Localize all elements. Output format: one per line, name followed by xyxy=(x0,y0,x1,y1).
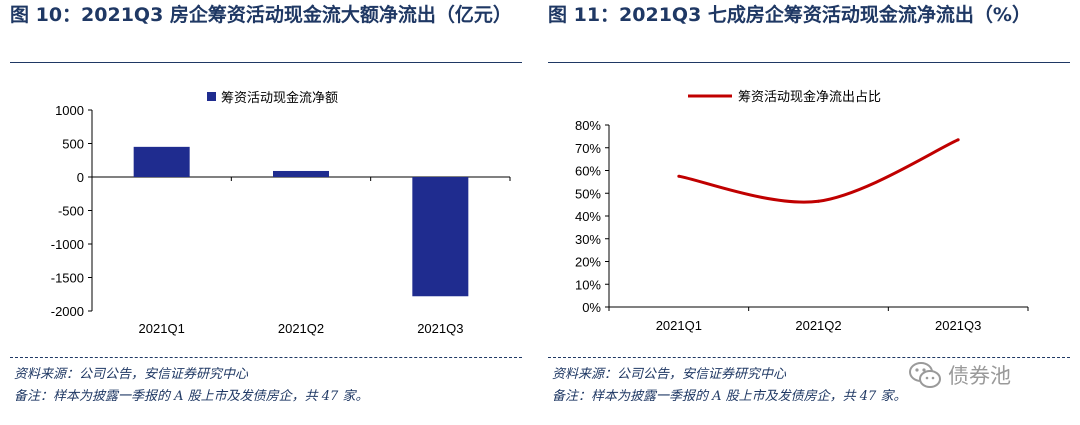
y-tick-label: 70% xyxy=(575,141,601,156)
wechat-icon xyxy=(909,362,941,388)
y-tick-label: -500 xyxy=(58,204,84,219)
figure-10-panel: 图 10：2021Q3 房企筹资活动现金流大额净流出（亿元） 筹资活动现金流净额… xyxy=(10,0,522,425)
legend-label: 筹资活动现金流净额 xyxy=(221,90,338,105)
y-tick-label: 40% xyxy=(575,209,601,224)
bar-2021Q3 xyxy=(412,177,469,297)
legend-label: 筹资活动现金净流出占比 xyxy=(738,89,881,104)
series-line xyxy=(678,138,959,204)
x-tick-label: 2021Q1 xyxy=(656,318,702,333)
x-tick-label: 2021Q2 xyxy=(795,318,841,333)
x-tick-label: 2021Q1 xyxy=(139,321,185,336)
figure-11-remark: 备注：样本为披露一季报的 A 股上市及发债房企，共 47 家。 xyxy=(552,389,907,404)
source-divider xyxy=(548,357,1070,358)
y-tick-label: 80% xyxy=(575,118,601,133)
x-tick-label: 2021Q2 xyxy=(278,321,324,336)
y-tick-label: 1000 xyxy=(55,103,84,118)
y-tick-label: 20% xyxy=(575,255,601,270)
figure-11-panel: 图 11：2021Q3 七成房企筹资活动现金流净流出（%） 筹资活动现金净流出占… xyxy=(548,0,1070,425)
figure-10-source: 资料来源：公司公告，安信证券研究中心 xyxy=(14,367,249,382)
source-divider xyxy=(10,357,522,358)
y-tick-label: 0 xyxy=(77,170,84,185)
figure-10-remark: 备注：样本为披露一季报的 A 股上市及发债房企，共 47 家。 xyxy=(14,389,369,404)
x-tick-label: 2021Q3 xyxy=(417,321,463,336)
y-tick-label: 30% xyxy=(575,232,601,247)
figure-11-title: 图 11：2021Q3 七成房企筹资活动现金流净流出（%） xyxy=(548,4,1031,26)
data-point-2021Q1 xyxy=(677,174,681,178)
y-tick-label: -2000 xyxy=(51,304,84,319)
y-tick-label: 10% xyxy=(575,277,601,292)
legend-swatch-bar xyxy=(207,92,216,101)
bar-2021Q1 xyxy=(133,146,190,177)
figure-11-source: 资料来源：公司公告，安信证券研究中心 xyxy=(552,367,787,382)
data-point-2021Q3 xyxy=(956,138,960,142)
y-tick-label: 50% xyxy=(575,186,601,201)
title-divider xyxy=(10,62,522,63)
bar-legend: 筹资活动现金流净额 xyxy=(207,90,338,105)
bar-2021Q2 xyxy=(273,170,329,177)
y-tick-label: 0% xyxy=(582,300,601,315)
y-tick-label: -1000 xyxy=(51,237,84,252)
y-tick-label: 60% xyxy=(575,164,601,179)
x-tick-label: 2021Q3 xyxy=(935,318,981,333)
y-tick-label: 500 xyxy=(62,137,84,152)
line-legend: 筹资活动现金净流出占比 xyxy=(688,89,881,104)
watermark: 债券池 xyxy=(908,360,1011,390)
bar-chart: 筹资活动现金流净额 1000 500 0 -500 -1000 -1500 -2000 202… xyxy=(51,90,511,336)
y-tick-label: -1500 xyxy=(51,271,84,286)
title-divider xyxy=(548,62,1070,63)
watermark-text: 债券池 xyxy=(948,364,1011,388)
figure-10-title: 图 10：2021Q3 房企筹资活动现金流大额净流出（亿元） xyxy=(10,4,512,26)
data-point-2021Q2 xyxy=(817,199,820,203)
line-chart: 筹资活动现金净流出占比 80% 70% 60% 50% 40% 30% 20% 10% 0% 20… xyxy=(575,89,1029,333)
